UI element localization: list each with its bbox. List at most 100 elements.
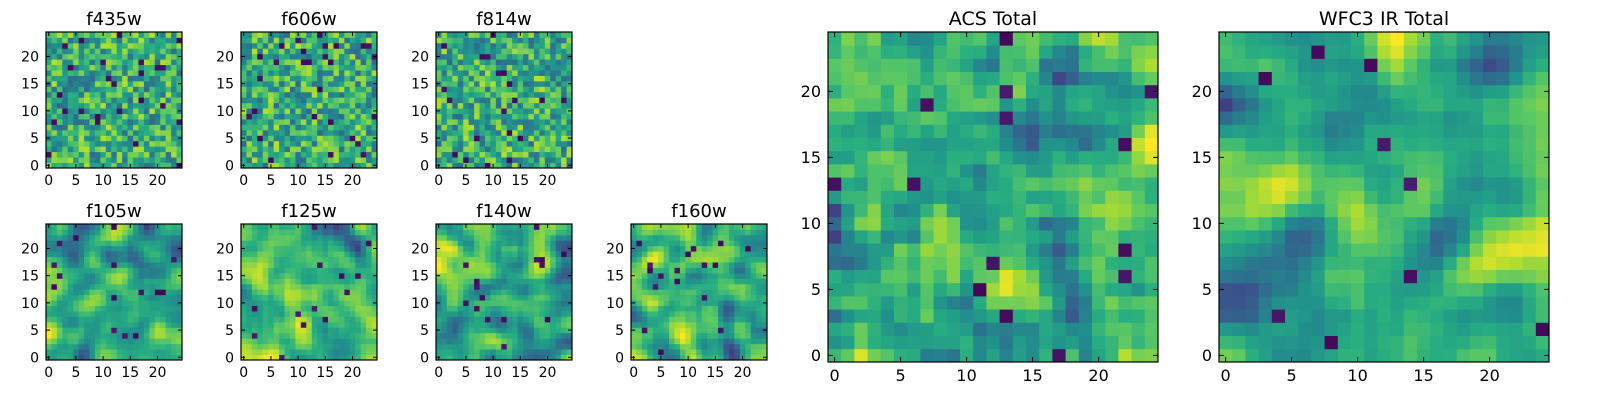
heatmap-cell: [89, 124, 96, 131]
heatmap-cell: [555, 316, 562, 323]
heatmap-cell: [360, 146, 367, 153]
heatmap-cell: [446, 245, 453, 252]
heatmap-cell: [105, 256, 112, 263]
heatmap-cell: [322, 157, 329, 163]
heatmap-cell: [517, 113, 524, 120]
x-tick-label: 10: [679, 365, 697, 381]
heatmap-cell: [149, 70, 156, 76]
heatmap-cell: [674, 278, 681, 285]
heatmap-cell: [246, 251, 253, 258]
heatmap-cell: [555, 48, 562, 55]
heatmap-cell: [160, 124, 167, 131]
heatmap-cell: [512, 354, 518, 361]
heatmap-cell: [474, 300, 480, 306]
heatmap-cell: [143, 113, 150, 120]
heatmap-cell: [446, 256, 453, 263]
heatmap-cell: [84, 53, 90, 60]
heatmap-cell: [149, 113, 156, 120]
heatmap-cell: [495, 338, 502, 345]
heatmap-cell: [160, 278, 167, 285]
heatmap-cell: [56, 151, 63, 158]
heatmap-cell: [441, 305, 448, 312]
heatmap-cell: [279, 80, 285, 87]
heatmap-cell: [854, 150, 868, 165]
heatmap-cell: [165, 229, 172, 236]
heatmap-cell: [561, 234, 567, 241]
heatmap-cell: [257, 272, 264, 279]
heatmap-cell: [555, 151, 562, 158]
heatmap-cell: [171, 234, 177, 241]
heatmap-cell: [67, 332, 74, 339]
heatmap-cell: [127, 245, 134, 252]
heatmap-cell: [539, 37, 546, 44]
heatmap-cell: [506, 338, 513, 345]
heatmap-cell: [165, 272, 172, 279]
y-tick-label: 20: [216, 50, 234, 66]
heatmap-cell: [495, 48, 502, 55]
heatmap-cell: [501, 245, 508, 252]
heatmap-cell: [663, 338, 670, 345]
heatmap-cell: [143, 108, 150, 114]
heatmap-cell: [138, 229, 145, 236]
heatmap-cell: [517, 316, 524, 323]
heatmap-cell: [160, 338, 167, 345]
heatmap-cell: [685, 332, 692, 339]
heatmap-cell: [89, 42, 96, 49]
heatmap-cell: [73, 349, 80, 355]
heatmap-cell: [523, 321, 529, 328]
heatmap-cell: [116, 146, 123, 153]
heatmap-cell: [501, 267, 508, 274]
heatmap-cell: [268, 305, 275, 312]
heatmap-cell: [160, 294, 167, 301]
heatmap-cell: [89, 267, 96, 274]
heatmap-cell: [641, 332, 648, 339]
heatmap-cell: [685, 256, 692, 263]
heatmap-cell: [160, 91, 167, 98]
heatmap-cell: [78, 327, 85, 334]
heatmap-cell: [143, 86, 150, 93]
heatmap-cell: [67, 70, 74, 76]
heatmap-cell: [986, 309, 1000, 323]
heatmap-cell: [539, 332, 546, 339]
heatmap-cell: [652, 316, 659, 323]
heatmap-cell: [116, 64, 123, 71]
heatmap-cell: [344, 338, 351, 345]
heatmap-cell: [907, 322, 921, 336]
heatmap-cell: [122, 327, 128, 334]
heatmap-cell: [149, 234, 156, 241]
heatmap-cell: [854, 230, 868, 244]
heatmap-cell: [51, 140, 58, 147]
heatmap-cell: [501, 119, 508, 125]
heatmap-cell: [338, 135, 345, 142]
heatmap-cell: [685, 245, 692, 252]
heatmap-cell: [78, 321, 85, 328]
heatmap-cell: [311, 129, 318, 136]
heatmap-cell: [366, 251, 372, 258]
heatmap-cell: [366, 289, 372, 296]
heatmap-cell: [701, 305, 708, 312]
heatmap-cell: [761, 229, 768, 236]
heatmap-cell: [176, 70, 183, 76]
heatmap-cell: [561, 86, 567, 93]
heatmap-cell: [561, 267, 567, 274]
heatmap-cell: [78, 240, 85, 247]
heatmap-cell: [333, 262, 340, 268]
heatmap-cell: [51, 256, 58, 263]
heatmap-cell: [171, 311, 177, 317]
heatmap-cell: [344, 48, 351, 55]
heatmap-cell: [154, 91, 161, 98]
heatmap-cell: [257, 283, 264, 290]
heatmap-cell: [484, 256, 491, 263]
heatmap-cell: [894, 177, 908, 191]
heatmap-cell: [690, 354, 697, 361]
heatmap-cell: [300, 251, 307, 258]
heatmap-cell: [73, 70, 80, 76]
heatmap-cell: [122, 338, 128, 345]
heatmap-cell: [761, 305, 768, 312]
heatmap-cell: [251, 267, 258, 274]
heatmap-cell: [349, 140, 356, 147]
heatmap-cell: [663, 256, 670, 263]
heatmap-cell: [539, 113, 546, 120]
heatmap-cell: [745, 224, 752, 230]
heatmap-cell: [105, 332, 112, 339]
